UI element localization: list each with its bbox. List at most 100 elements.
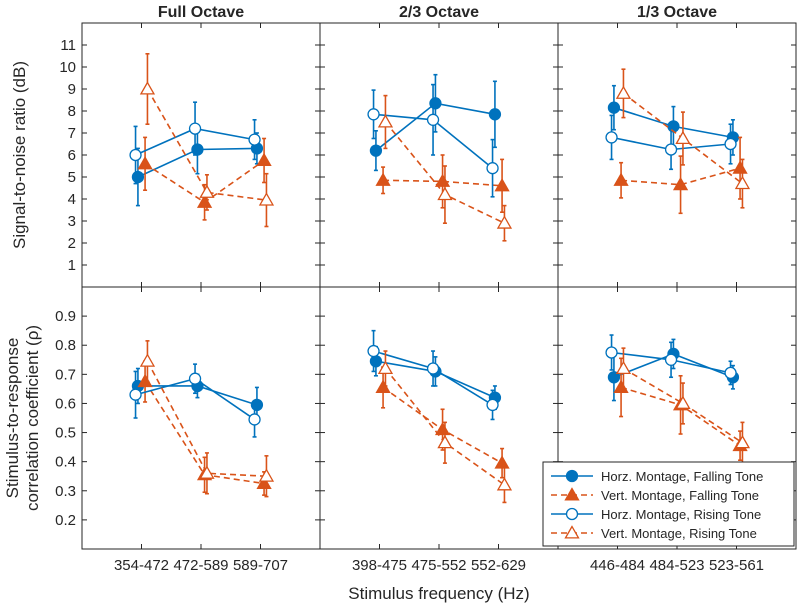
data-point <box>139 353 156 367</box>
data-point <box>734 175 751 190</box>
data-point <box>137 373 153 388</box>
y-tick-label: 5 <box>68 169 76 186</box>
data-point <box>199 184 215 198</box>
y-tick-label: 3 <box>68 213 76 230</box>
legend-marker <box>564 487 580 501</box>
data-point <box>377 114 394 128</box>
data-point <box>486 162 499 175</box>
y-tick-label: 0.9 <box>55 308 76 325</box>
data-point <box>191 143 204 156</box>
x-tick-label: 484-523 <box>649 557 704 574</box>
data-point <box>188 372 202 385</box>
data-point <box>129 148 142 162</box>
legend-marker <box>565 469 579 483</box>
panel-frame-r1-c2 <box>319 22 559 288</box>
y-tick-label: 0.8 <box>55 337 76 354</box>
data-point <box>496 477 513 491</box>
y-tick-label: 10 <box>59 59 76 76</box>
data-point <box>732 160 748 174</box>
data-point <box>139 81 156 95</box>
data-point <box>375 172 391 186</box>
data-point <box>367 108 380 121</box>
y-tick-label: 1 <box>68 257 76 274</box>
data-point <box>248 133 261 146</box>
x-tick-label: 523-561 <box>709 557 764 574</box>
data-point <box>131 170 145 184</box>
y-tick-label: 0.3 <box>55 483 76 500</box>
series-line-4 <box>623 367 743 444</box>
y-tick-label: 0.2 <box>55 512 76 529</box>
data-point <box>675 395 691 409</box>
data-point <box>607 371 621 384</box>
y-axis-label: Stimulus-to-response <box>3 338 22 499</box>
data-point <box>613 172 629 186</box>
y-tick-label: 6 <box>68 147 76 164</box>
panel-frame-r2-c2 <box>319 286 559 550</box>
y-tick-label: 9 <box>68 81 76 98</box>
data-point <box>188 122 202 135</box>
legend-label: Vert. Montage, Falling Tone <box>601 488 759 503</box>
x-tick-label: 472-589 <box>173 557 228 574</box>
data-point <box>724 137 737 151</box>
data-point <box>426 362 440 375</box>
data-point <box>494 177 510 192</box>
data-point <box>494 455 510 469</box>
panel-frame-r2-c1 <box>81 286 321 550</box>
data-point <box>488 108 502 121</box>
data-point <box>437 434 453 449</box>
data-point <box>369 355 383 368</box>
x-tick-label: 398-475 <box>352 557 407 574</box>
y-tick-label: 0.7 <box>55 366 76 383</box>
data-point <box>426 113 440 126</box>
series-line-2 <box>621 167 741 186</box>
data-point <box>196 194 213 208</box>
y-tick-label: 0.5 <box>55 425 76 442</box>
x-tick-label: 552-629 <box>471 557 526 574</box>
data-point <box>607 101 621 114</box>
x-axis-label: Stimulus frequency (Hz) <box>348 584 529 603</box>
legend-label: Horz. Montage, Falling Tone <box>601 469 763 484</box>
y-tick-label: 0.4 <box>55 454 76 471</box>
legend-label: Horz. Montage, Rising Tone <box>601 507 761 522</box>
y-axis-label: Signal-to-noise ratio (dB) <box>10 61 29 249</box>
data-point <box>256 475 272 490</box>
data-point <box>724 366 737 380</box>
data-point <box>664 353 678 366</box>
data-point <box>734 434 751 449</box>
data-point <box>672 176 689 191</box>
data-point <box>248 413 261 426</box>
data-point <box>664 143 678 156</box>
x-tick-label: 354-472 <box>114 557 169 574</box>
data-point <box>437 186 453 201</box>
y-axis-label: correlation coefficient (ρ) <box>23 325 42 511</box>
data-point <box>605 131 618 144</box>
y-tick-label: 11 <box>60 37 76 54</box>
data-point <box>377 360 394 375</box>
data-point <box>486 398 499 412</box>
data-point <box>367 344 380 358</box>
y-tick-label: 4 <box>68 191 76 208</box>
data-point <box>250 398 264 412</box>
data-point <box>615 85 632 99</box>
legend-marker <box>565 507 579 521</box>
legend-label: Vert. Montage, Rising Tone <box>601 526 757 541</box>
data-point <box>258 192 275 206</box>
data-point <box>434 173 451 187</box>
data-point <box>496 215 513 229</box>
data-point <box>434 421 451 436</box>
data-point <box>129 388 142 401</box>
panel-frame-r1-c1 <box>81 22 321 288</box>
y-tick-label: 2 <box>68 235 76 252</box>
data-point <box>256 152 272 167</box>
panel-frame-r1-c3 <box>557 22 797 288</box>
x-tick-label: 475-552 <box>411 557 466 574</box>
legend-marker <box>564 525 580 539</box>
column-title: 1/3 Octave <box>637 4 717 21</box>
data-point <box>429 97 442 110</box>
column-title: Full Octave <box>158 4 244 21</box>
data-point <box>258 468 275 482</box>
data-point <box>137 155 153 170</box>
series-line-4 <box>146 360 267 478</box>
y-tick-label: 0.6 <box>55 395 76 412</box>
data-point <box>615 360 632 375</box>
